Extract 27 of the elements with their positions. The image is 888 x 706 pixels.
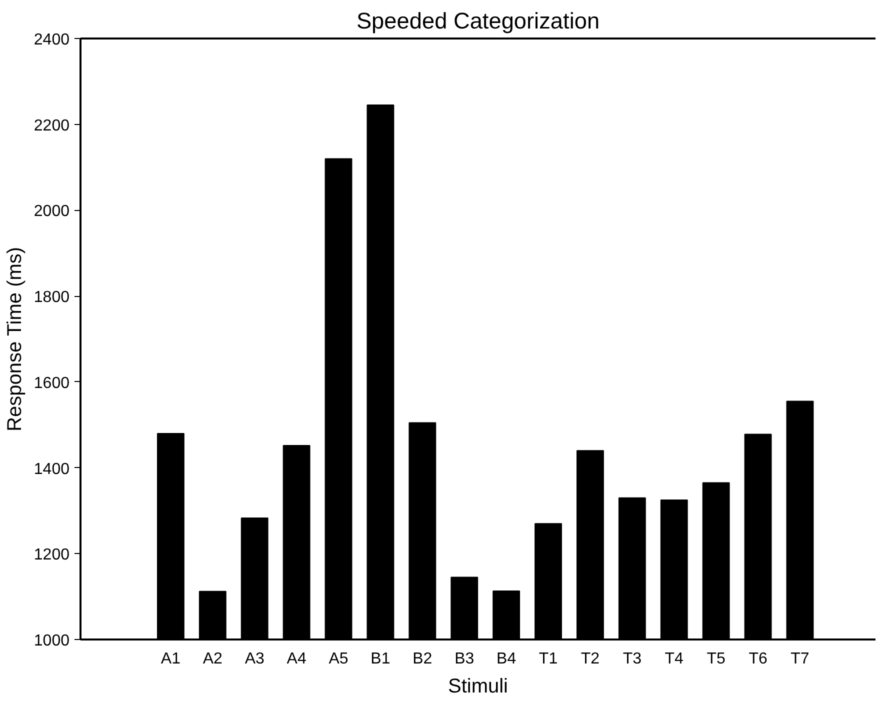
x-tick-label: T1 [538, 650, 558, 668]
x-tick-label: A3 [244, 650, 264, 668]
x-tick-label: T6 [748, 650, 768, 668]
x-tick-label: T7 [790, 650, 810, 668]
y-tick-label: 2400 [34, 32, 70, 48]
x-tick-label: A5 [328, 650, 348, 668]
y-tick-label: 2000 [34, 203, 70, 220]
x-tick-label: A2 [202, 650, 223, 668]
y-tick-label: 1200 [34, 546, 70, 564]
x-tick-label: T5 [706, 650, 726, 668]
x-tick-label: T3 [622, 650, 642, 668]
y-tick-label: 1000 [34, 632, 70, 650]
x-tick-label: A4 [286, 650, 306, 668]
x-tick-label: B1 [370, 650, 390, 668]
x-tick-label: B2 [412, 650, 432, 668]
x-tick-label: T2 [580, 650, 600, 668]
y-axis-title: Response Time (ms) [4, 246, 26, 432]
x-tick-label: B4 [496, 650, 516, 668]
x-tick-label: T4 [664, 650, 684, 668]
y-tick-label: 1600 [34, 374, 70, 392]
y-tick-label: 2200 [34, 117, 70, 134]
chart-title: Speeded Categorization [356, 8, 600, 34]
x-axis-title: Stimuli [448, 676, 508, 698]
x-tick-label: A1 [160, 650, 181, 668]
y-tick-label: 1800 [34, 289, 70, 306]
y-tick-label: 1400 [34, 460, 70, 478]
x-tick-label: B3 [454, 650, 474, 668]
